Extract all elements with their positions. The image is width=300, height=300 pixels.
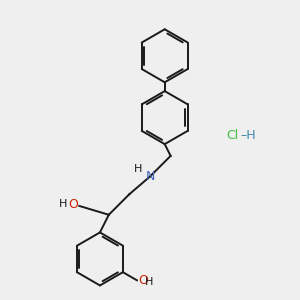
Text: O: O (138, 274, 148, 287)
Text: H: H (145, 277, 154, 287)
Text: –H: –H (241, 129, 256, 142)
Text: N: N (145, 170, 155, 183)
Text: H: H (134, 164, 142, 174)
Text: O: O (68, 198, 78, 211)
Text: Cl: Cl (226, 129, 238, 142)
Text: H: H (59, 200, 67, 209)
